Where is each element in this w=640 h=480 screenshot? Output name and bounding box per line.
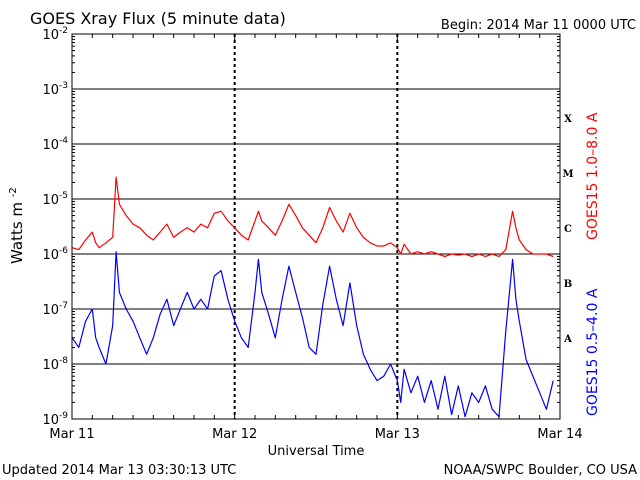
- begin-time: Begin: 2014 Mar 11 0000 UTC: [441, 18, 636, 33]
- series-line-long: [71, 176, 554, 258]
- y-tick-label: 10-3: [42, 81, 68, 98]
- y-tick-base: 10: [42, 138, 59, 153]
- y-tick-exponent: -3: [59, 81, 68, 91]
- x-tick-label: Mar 11: [49, 427, 94, 442]
- plot-frame: [71, 33, 561, 420]
- series-layer: [71, 176, 554, 418]
- y-tick-exponent: -9: [59, 411, 68, 421]
- flare-class-label: C: [564, 224, 572, 235]
- y-tick-label: 10-2: [42, 26, 68, 43]
- y-tick-base: 10: [42, 303, 59, 318]
- x-axis-label: Universal Time: [268, 444, 365, 459]
- y-tick-exponent: -7: [59, 301, 68, 311]
- x-tick-label: Mar 12: [212, 427, 257, 442]
- y-tick-exponent: -6: [59, 246, 68, 256]
- y-tick-exponent: -4: [59, 136, 68, 146]
- x-tick-label: Mar 13: [375, 427, 420, 442]
- legend-series-long: GOES15 1.0–8.0 A: [585, 112, 601, 240]
- y-tick-base: 10: [42, 413, 59, 428]
- y-tick-base: 10: [42, 248, 59, 263]
- legend-series-short: GOES15 0.5–4.0 A: [585, 288, 601, 416]
- y-tick-label: 10-6: [42, 246, 68, 263]
- series-line-short: [71, 251, 554, 418]
- credit-text: NOAA/SWPC Boulder, CO USA: [444, 463, 637, 478]
- flare-class-label: B: [564, 279, 572, 290]
- flare-class-label: M: [562, 169, 573, 180]
- y-axis-label-text: Watts m: [8, 202, 26, 264]
- flare-class-label: A: [563, 334, 572, 345]
- grid: [72, 33, 560, 420]
- y-tick-base: 10: [42, 28, 59, 43]
- x-tick-label: Mar 14: [537, 427, 582, 442]
- chart-title: GOES Xray Flux (5 minute data): [30, 9, 286, 28]
- y-tick-label: 10-5: [42, 191, 68, 208]
- y-tick-base: 10: [42, 193, 59, 208]
- y-axis-label-superscript: -2: [8, 187, 19, 197]
- y-tick-label: 10-4: [42, 136, 68, 153]
- y-tick-base: 10: [42, 83, 59, 98]
- y-tick-label: 10-9: [42, 411, 68, 428]
- y-tick-label: 10-7: [42, 301, 68, 318]
- flare-class-label: X: [564, 114, 572, 125]
- y-tick-exponent: -8: [59, 356, 68, 366]
- updated-time: Updated 2014 Mar 13 03:30:13 UTC: [2, 463, 236, 478]
- y-tick-exponent: -5: [59, 191, 68, 201]
- y-tick-exponent: -2: [59, 26, 68, 36]
- y-tick-label: 10-8: [42, 356, 68, 373]
- y-axis-label: Watts m -2: [8, 187, 26, 264]
- y-tick-base: 10: [42, 358, 59, 373]
